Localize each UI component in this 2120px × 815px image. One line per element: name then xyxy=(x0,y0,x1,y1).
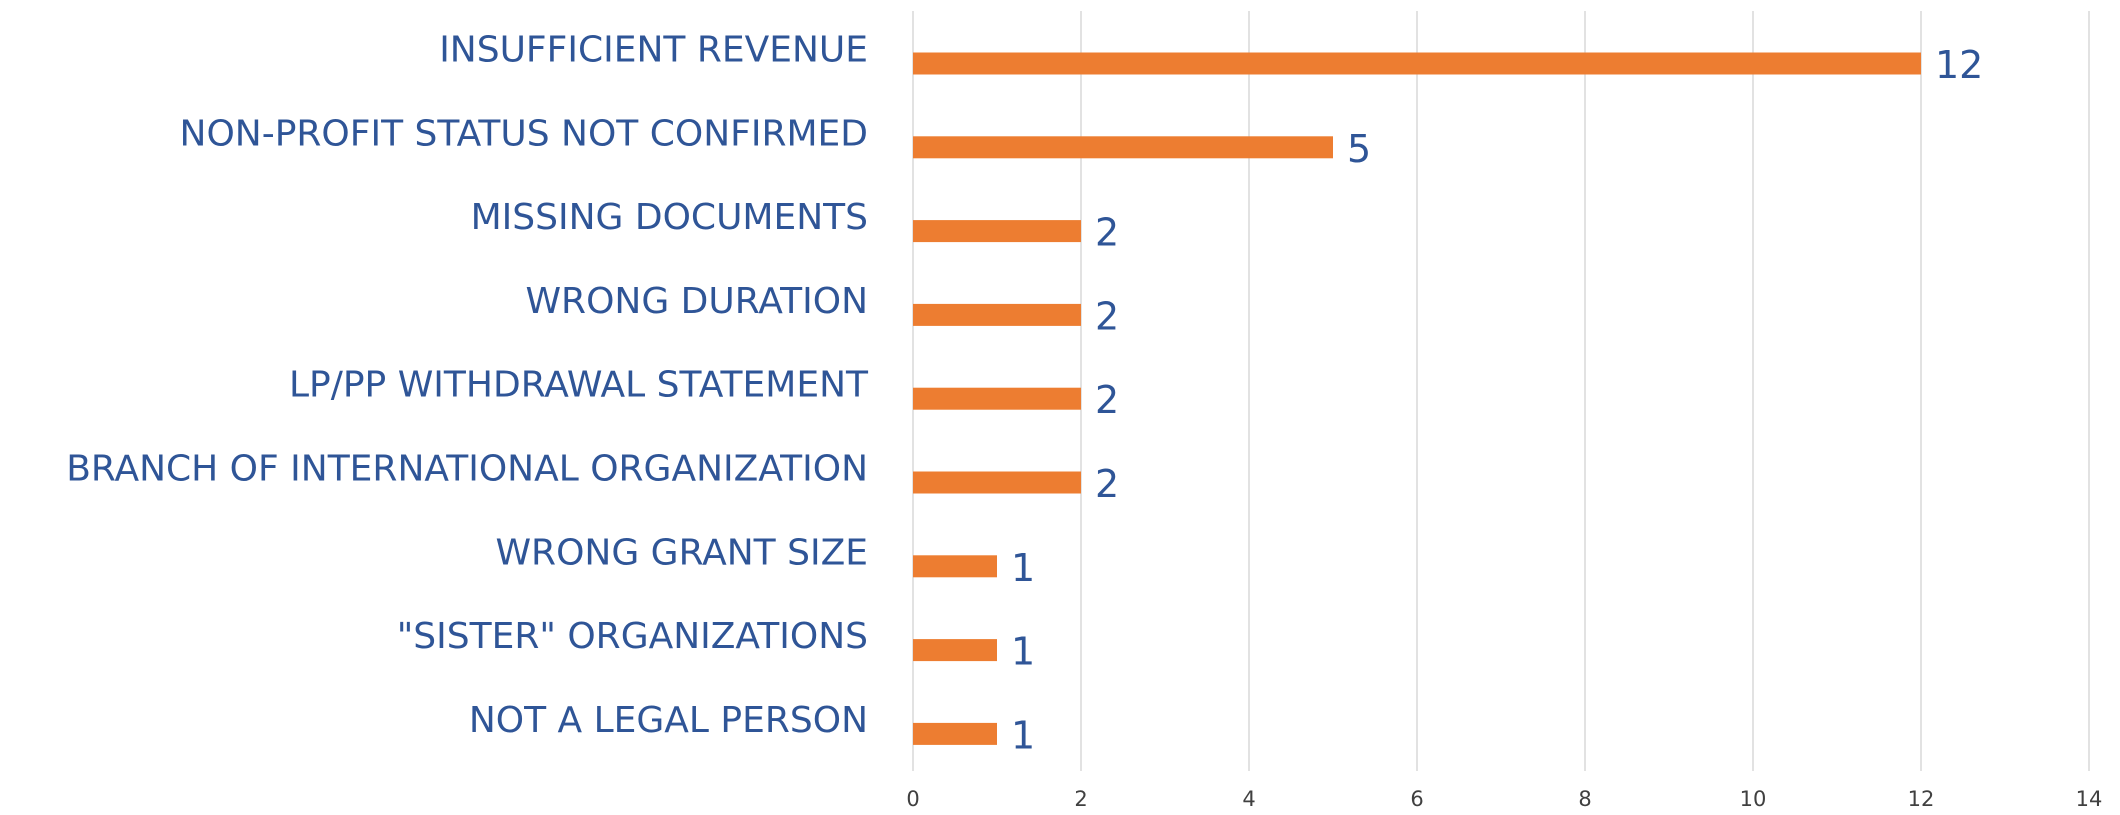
value-label: 2 xyxy=(1095,378,1119,422)
bar xyxy=(913,303,1081,326)
bar xyxy=(913,722,997,745)
bar xyxy=(913,387,1081,410)
x-tick-label: 10 xyxy=(1740,787,1767,811)
category-label: MISSING DOCUMENTS xyxy=(471,197,868,238)
category-label: WRONG DURATION xyxy=(525,281,868,322)
category-label: WRONG GRANT SIZE xyxy=(495,532,868,573)
category-label: INSUFFICIENT REVENUE xyxy=(439,30,868,71)
bar xyxy=(913,220,1081,243)
value-label: 1 xyxy=(1011,713,1035,757)
category-label: NON-PROFIT STATUS NOT CONFIRMED xyxy=(180,113,868,154)
value-label: 2 xyxy=(1095,294,1119,338)
value-label: 12 xyxy=(1935,43,1983,87)
x-tick-label: 8 xyxy=(1578,787,1591,811)
x-tick-label: 6 xyxy=(1410,787,1423,811)
bar xyxy=(913,136,1333,159)
category-label: BRANCH OF INTERNATIONAL ORGANIZATION xyxy=(66,449,868,490)
x-tick-label: 2 xyxy=(1074,787,1087,811)
x-tick-label: 4 xyxy=(1242,787,1255,811)
value-label: 2 xyxy=(1095,462,1119,506)
value-label: 1 xyxy=(1011,630,1035,674)
category-label: "SISTER" ORGANIZATIONS xyxy=(397,616,868,657)
x-tick-label: 12 xyxy=(1908,787,1935,811)
value-label: 1 xyxy=(1011,546,1035,590)
bar xyxy=(913,639,997,662)
value-label: 5 xyxy=(1347,127,1371,171)
bar xyxy=(913,555,997,578)
x-tick-label: 14 xyxy=(2076,787,2103,811)
bar xyxy=(913,52,1921,75)
bar xyxy=(913,471,1081,494)
value-label: 2 xyxy=(1095,211,1119,255)
category-label: NOT A LEGAL PERSON xyxy=(469,700,868,741)
category-label: LP/PP WITHDRAWAL STATEMENT xyxy=(289,365,869,406)
x-tick-label: 0 xyxy=(906,787,919,811)
